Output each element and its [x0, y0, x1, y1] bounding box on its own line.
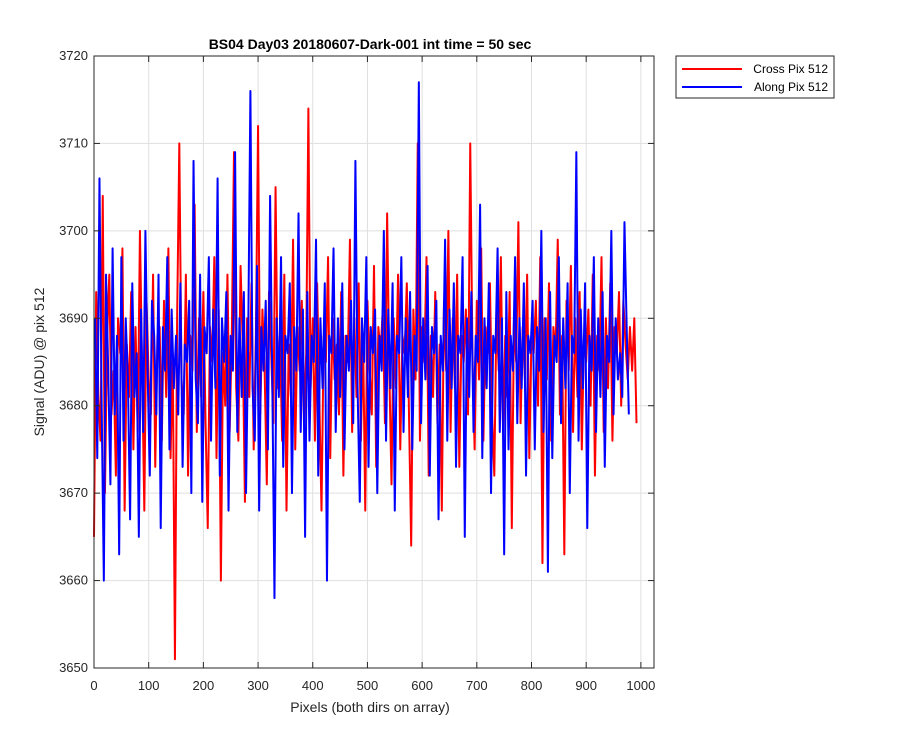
y-tick-label: 3670 — [59, 485, 88, 500]
chart-title: BS04 Day03 20180607-Dark-001 int time = … — [209, 36, 532, 52]
plot-frame — [93, 55, 655, 669]
x-tick-label: 700 — [466, 678, 488, 693]
y-tick-label: 3680 — [59, 398, 88, 413]
plot-area — [94, 56, 654, 668]
x-tick-label: 600 — [411, 678, 433, 693]
y-axis-label: Signal (ADU) @ pix 512 — [31, 287, 47, 436]
series-line-along-pix-512 — [94, 81, 630, 600]
x-tick-label: 1000 — [626, 678, 655, 693]
x-tick-label: 0 — [90, 678, 97, 693]
y-tick-label: 3650 — [59, 660, 88, 675]
y-tick-label: 3720 — [59, 48, 88, 63]
legend: Cross Pix 512 Along Pix 512 — [675, 55, 835, 99]
x-tick-label: 800 — [521, 678, 543, 693]
x-tick-label: 400 — [302, 678, 324, 693]
x-tick-label: 500 — [357, 678, 379, 693]
y-tick-label: 3690 — [59, 310, 88, 325]
x-tick-label: 200 — [193, 678, 215, 693]
y-tick-label: 3710 — [59, 135, 88, 150]
x-tick-label: 300 — [247, 678, 269, 693]
x-tick-label: 900 — [575, 678, 597, 693]
y-tick-label: 3700 — [59, 223, 88, 238]
x-tick-label: 100 — [138, 678, 160, 693]
legend-label-along: Along Pix 512 — [754, 80, 828, 94]
axis-ticks: 0 100 200 300 400 500 600 700 800 900 1000 3650 3660… — [59, 48, 655, 693]
x-axis-label: Pixels (both dirs on array) — [290, 699, 450, 715]
legend-label-cross: Cross Pix 512 — [753, 62, 828, 76]
series-layer — [93, 81, 638, 661]
legend-box — [675, 55, 835, 99]
y-tick-label: 3660 — [59, 573, 88, 588]
